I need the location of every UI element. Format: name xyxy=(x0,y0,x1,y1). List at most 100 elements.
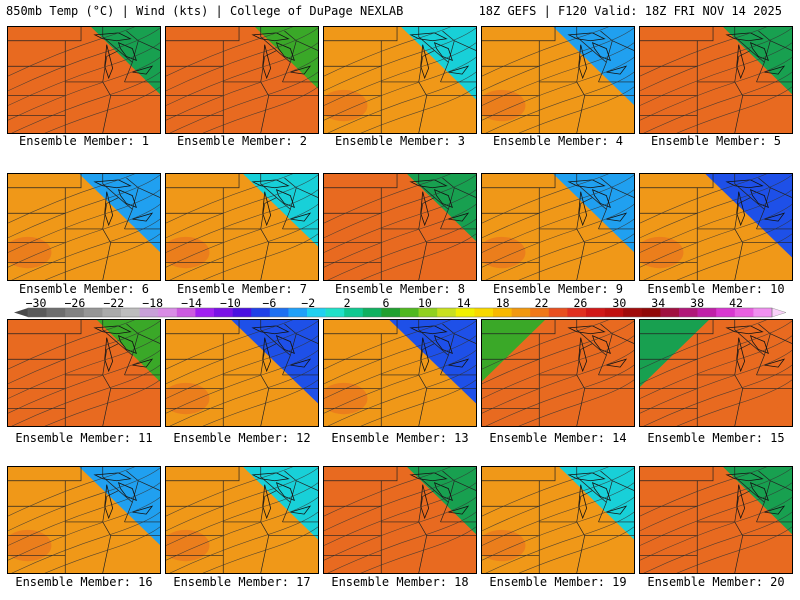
temperature-map xyxy=(8,320,160,426)
colorbar-swatch xyxy=(716,308,736,317)
ensemble-member-map xyxy=(481,26,635,134)
colorbar-tick-label: −14 xyxy=(181,296,202,310)
colorbar-swatch xyxy=(288,308,308,317)
colorbar-tick-label: 30 xyxy=(612,296,627,310)
colorbar-swatch xyxy=(679,308,698,317)
ensemble-member-map xyxy=(165,466,319,574)
colorbar-swatch xyxy=(102,308,122,317)
colorbar-tick-label: −10 xyxy=(220,296,241,310)
ensemble-member-map xyxy=(639,319,793,427)
ensemble-member-map xyxy=(639,466,793,574)
colorbar-swatch xyxy=(455,308,475,317)
colorbar-tick-label: 38 xyxy=(690,296,705,310)
temperature-map xyxy=(8,174,160,280)
colorbar-swatch xyxy=(232,308,252,317)
colorbar-tick-label: 10 xyxy=(417,296,432,310)
ensemble-member-map xyxy=(639,26,793,134)
colorbar-swatch xyxy=(28,308,47,317)
ensemble-member-label: Ensemble Member: 8 xyxy=(334,282,466,296)
ensemble-member-map xyxy=(7,26,161,134)
colorbar-tick-label: 22 xyxy=(534,296,549,310)
colorbar-swatch xyxy=(474,308,494,317)
ensemble-member-label: Ensemble Member: 11 xyxy=(15,431,153,445)
ensemble-member-label: Ensemble Member: 19 xyxy=(489,575,627,589)
colorbar-tick-label: 26 xyxy=(573,296,588,310)
colorbar-swatch xyxy=(548,308,568,317)
temperature-map xyxy=(640,174,792,280)
ensemble-member-label: Ensemble Member: 7 xyxy=(176,282,308,296)
ensemble-member-label: Ensemble Member: 20 xyxy=(647,575,785,589)
colorbar-swatch xyxy=(362,308,382,317)
ensemble-member-map xyxy=(323,26,477,134)
temperature-map xyxy=(482,320,634,426)
colorbar-tick-label: 2 xyxy=(343,296,351,310)
ensemble-member-map xyxy=(165,173,319,281)
ensemble-member-label: Ensemble Member: 10 xyxy=(647,282,785,296)
colorbar-swatch xyxy=(437,308,457,317)
colorbar-swatch xyxy=(381,308,401,317)
colorbar-swatch xyxy=(697,308,717,317)
ensemble-member-label: Ensemble Member: 4 xyxy=(492,134,624,148)
colorbar-swatch xyxy=(325,308,345,317)
temperature-map xyxy=(482,27,634,133)
ensemble-member-label: Ensemble Member: 1 xyxy=(18,134,150,148)
ensemble-member-map xyxy=(481,466,635,574)
ensemble-member-label: Ensemble Member: 2 xyxy=(176,134,308,148)
colorbar-swatch xyxy=(176,308,196,317)
colorbar-tick-label: −6 xyxy=(262,296,277,310)
colorbar-tick-label: −2 xyxy=(301,296,316,310)
temperature-map xyxy=(324,320,476,426)
temperature-map xyxy=(482,467,634,573)
ensemble-member-map xyxy=(7,466,161,574)
ensemble-member-map xyxy=(323,319,477,427)
temperature-map xyxy=(166,320,318,426)
ensemble-member-map xyxy=(481,173,635,281)
colorbar-swatch xyxy=(530,308,550,317)
colorbar-swatch xyxy=(567,308,587,317)
colorbar-swatch xyxy=(83,308,103,317)
colorbar-swatch xyxy=(623,308,643,317)
colorbar-tick-label: 18 xyxy=(495,296,510,310)
colorbar-swatch xyxy=(586,308,605,317)
colorbar-swatch xyxy=(344,308,364,317)
ensemble-member-label: Ensemble Member: 14 xyxy=(489,431,627,445)
colorbar-swatch xyxy=(65,308,85,317)
colorbar-swatch xyxy=(493,308,512,317)
ensemble-member-map xyxy=(481,319,635,427)
colorbar-tick-label: 34 xyxy=(651,296,666,310)
colorbar-swatch xyxy=(734,308,754,317)
ensemble-member-map xyxy=(165,26,319,134)
colorbar-swatch xyxy=(418,308,438,317)
colorbar-swatch xyxy=(753,308,773,317)
map-title: 850mb Temp (°C) | Wind (kts) | College o… xyxy=(6,4,404,18)
colorbar-swatch xyxy=(46,308,66,317)
temperature-colorbar xyxy=(14,307,786,318)
temperature-map xyxy=(166,174,318,280)
colorbar-tick-label: −22 xyxy=(103,296,125,310)
ensemble-member-map xyxy=(7,319,161,427)
colorbar-tick-label: 14 xyxy=(456,296,471,310)
ensemble-member-label: Ensemble Member: 12 xyxy=(173,431,311,445)
ensemble-member-map xyxy=(639,173,793,281)
ensemble-member-label: Ensemble Member: 5 xyxy=(650,134,782,148)
ensemble-member-map xyxy=(323,173,477,281)
ensemble-member-label: Ensemble Member: 13 xyxy=(331,431,469,445)
ensemble-member-map xyxy=(323,466,477,574)
colorbar-tick-label: 6 xyxy=(382,296,390,310)
ensemble-member-map xyxy=(165,319,319,427)
ensemble-member-label: Ensemble Member: 3 xyxy=(334,134,466,148)
colorbar-swatch xyxy=(660,308,680,317)
colorbar-swatch xyxy=(511,308,531,317)
temperature-map xyxy=(166,27,318,133)
temperature-map xyxy=(640,467,792,573)
ensemble-member-label: Ensemble Member: 17 xyxy=(173,575,311,589)
colorbar-swatch xyxy=(214,308,233,317)
colorbar-swatch xyxy=(121,308,140,317)
colorbar-swatch xyxy=(139,308,159,317)
temperature-map xyxy=(324,27,476,133)
temperature-map xyxy=(8,27,160,133)
ensemble-member-label: Ensemble Member: 16 xyxy=(15,575,153,589)
temperature-map xyxy=(324,174,476,280)
colorbar-swatch xyxy=(251,308,271,317)
colorbar-tick-label: −18 xyxy=(142,296,164,310)
